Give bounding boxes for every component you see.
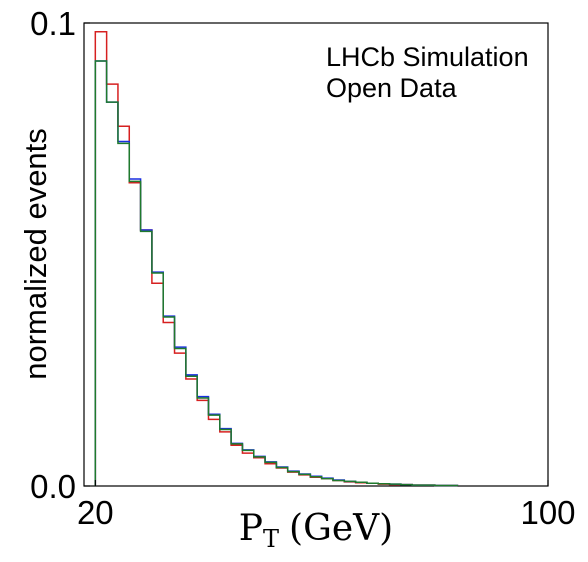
y-axis-label: normalized events bbox=[18, 128, 53, 380]
annotation-line-2: Open Data bbox=[326, 73, 458, 103]
x-axis-label-unit: (GeV) bbox=[289, 508, 393, 549]
series-line-2 bbox=[94, 60, 459, 487]
y-tick-label: 0.0 bbox=[30, 468, 76, 505]
x-axis-label-sub: T bbox=[263, 525, 279, 553]
x-ticks: 20 100 bbox=[77, 480, 576, 531]
x-axis-label-main: P bbox=[239, 508, 263, 549]
y-ticks: 0.0 0.1 bbox=[30, 5, 90, 505]
x-tick-label: 100 bbox=[520, 494, 575, 531]
x-axis-label: PT (GeV) bbox=[239, 508, 393, 553]
y-tick-label: 0.1 bbox=[30, 5, 76, 42]
plot-frame bbox=[83, 22, 549, 487]
series-layer bbox=[94, 31, 459, 487]
annotation-line-1: LHCb Simulation bbox=[326, 42, 529, 72]
plot-area: 20 100 0.0 0.1 bbox=[30, 5, 575, 531]
x-tick-label: 20 bbox=[77, 494, 114, 531]
